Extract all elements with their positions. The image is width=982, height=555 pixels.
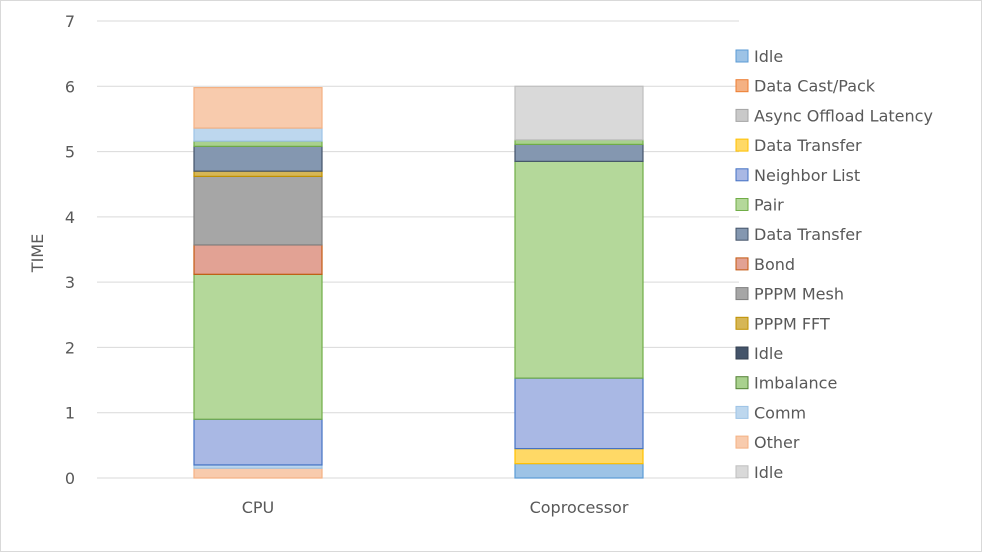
legend-label: Neighbor List (754, 166, 860, 185)
legend-label: Idle (754, 47, 783, 66)
y-tick-label: 6 (65, 77, 75, 96)
legend-label: PPPM Mesh (754, 285, 844, 304)
y-tick-label: 4 (65, 208, 75, 227)
legend-swatch (735, 168, 749, 182)
bar-segment (193, 467, 323, 479)
legend-swatch (735, 465, 749, 479)
bar-segment (193, 86, 323, 129)
legend-swatch (735, 79, 749, 93)
legend-swatch (735, 227, 749, 241)
bar-segment (193, 170, 323, 177)
bar-segment (514, 139, 644, 145)
legend-label: Other (754, 433, 800, 452)
legend-swatch (735, 405, 749, 419)
bar-segment (514, 160, 644, 379)
y-tick-label: 3 (65, 273, 75, 292)
x-axis-tick-labels: CPU Coprocessor (242, 498, 629, 517)
bar-segment (193, 418, 323, 466)
legend-label: Async Offload Latency (754, 106, 933, 125)
y-tick-label: 5 (65, 143, 75, 162)
legend-swatch (735, 346, 749, 360)
legend-label: PPPM FFT (754, 314, 830, 333)
legend-label: Pair (754, 196, 784, 215)
legend-label: Bond (754, 255, 795, 274)
legend-swatch (735, 257, 749, 271)
bars (193, 85, 644, 479)
x-tick-label: CPU (242, 498, 275, 517)
legend-swatch (735, 316, 749, 330)
legend-swatch (735, 287, 749, 301)
legend-label: Idle (754, 463, 783, 482)
y-tick-label: 1 (65, 404, 75, 423)
legend-swatch (735, 376, 749, 390)
y-tick-label: 0 (65, 469, 75, 488)
bar-segment (514, 377, 644, 450)
legend-label: Data Cast/Pack (754, 77, 876, 96)
bar-segment (514, 463, 644, 479)
legend-label: Data Transfer (754, 225, 862, 244)
y-tick-label: 2 (65, 338, 75, 357)
bar-segment (193, 145, 323, 172)
legend-swatch (735, 138, 749, 152)
bar-segment (193, 140, 323, 147)
legend-label: Idle (754, 344, 783, 363)
legend-swatch (735, 435, 749, 449)
legend-swatch (735, 49, 749, 63)
legend-swatch (735, 198, 749, 211)
legend: Idle Data Cast/Pack Async Offload Latency D… (735, 47, 933, 482)
bar-segment (193, 127, 323, 142)
y-tick-label: 7 (65, 12, 75, 31)
x-tick-label: Coprocessor (530, 498, 629, 517)
legend-label: Comm (754, 403, 806, 422)
legend-label: Imbalance (754, 374, 837, 393)
bar-segment (514, 448, 644, 465)
legend-label: Data Transfer (754, 136, 862, 155)
bar-segment (193, 273, 323, 420)
y-axis-tick-labels: 0 1 2 3 4 5 6 7 (65, 12, 75, 488)
bar-segment (193, 244, 323, 275)
bar-segment (193, 175, 323, 246)
y-axis-label: TIME (28, 234, 47, 273)
bar-segment (514, 143, 644, 162)
legend-swatch (735, 108, 749, 122)
bar-segment (514, 85, 644, 141)
